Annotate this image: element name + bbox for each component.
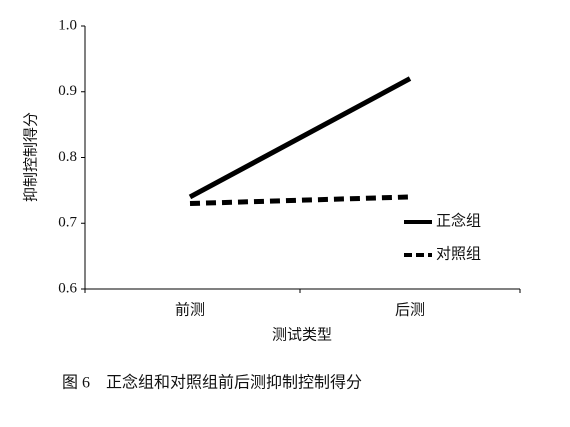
x-tick-label: 后测 (395, 301, 425, 318)
caption: 图 6 正念组和对照组前后测抑制控制得分 (62, 373, 362, 392)
y-axis-label: 抑制控制得分 (22, 112, 39, 202)
legend-label: 对照组 (436, 245, 481, 262)
x-tick-label: 前测 (175, 301, 205, 318)
series-line (188, 76, 412, 200)
y-tick-label: 0.9 (58, 83, 77, 99)
y-tick-label: 1.0 (58, 17, 77, 33)
y-tick-label: 0.7 (58, 215, 77, 231)
legend-label: 正念组 (436, 211, 481, 229)
x-axis-label: 测试类型 (272, 326, 332, 343)
y-tick-label: 0.6 (58, 280, 77, 296)
series-line (189, 194, 411, 207)
y-tick-label: 0.8 (58, 149, 77, 165)
